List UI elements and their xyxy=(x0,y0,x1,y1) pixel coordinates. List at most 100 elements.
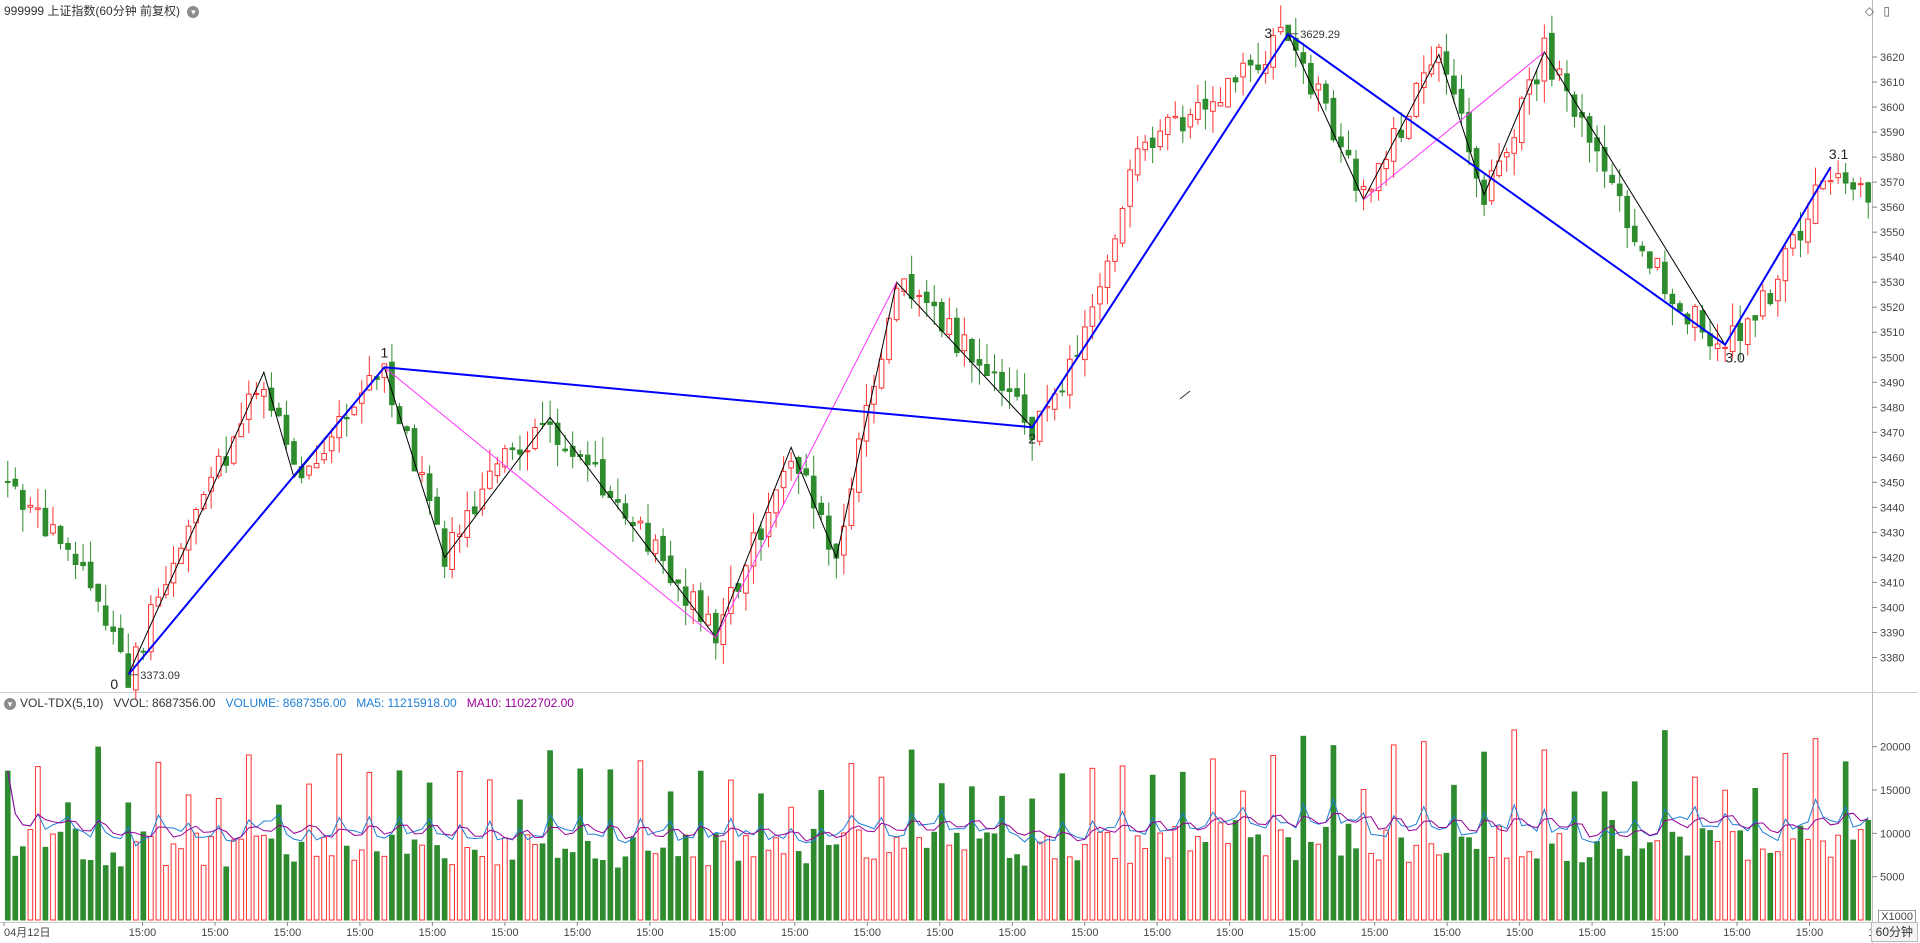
price-annotation: 3373.09 xyxy=(140,670,180,682)
candle-body xyxy=(464,510,471,538)
candle-body xyxy=(434,496,440,525)
volume-bar xyxy=(1157,832,1164,921)
volume-bar xyxy=(1368,852,1374,921)
drawing-mark xyxy=(1179,390,1191,400)
volume-bar xyxy=(1481,751,1487,921)
y-tick-label: 3480 xyxy=(1880,402,1904,414)
volume-bar xyxy=(396,770,403,921)
volume-bar xyxy=(57,831,64,921)
y-tick-label: 3470 xyxy=(1880,427,1904,439)
volume-bar xyxy=(1624,855,1631,921)
volume-bar xyxy=(1857,829,1864,921)
volume-bar xyxy=(1247,837,1254,921)
candle-body xyxy=(1277,26,1284,33)
y-tick-label: 3610 xyxy=(1880,77,1904,89)
volume-bar xyxy=(1775,851,1781,921)
volume-bar xyxy=(1097,831,1103,921)
volume-bar xyxy=(630,837,636,921)
volume-bar xyxy=(351,859,358,921)
candle-body xyxy=(1187,114,1194,128)
candle-body xyxy=(1405,115,1412,139)
chevron-down-icon[interactable]: ▾ xyxy=(4,697,16,710)
volume-bar xyxy=(1797,825,1804,921)
wave-label: 3.0 xyxy=(1725,350,1745,366)
volume-bar xyxy=(1586,857,1593,921)
candle-body xyxy=(140,650,147,653)
wave-line-magenta xyxy=(1363,51,1545,201)
volume-bar xyxy=(1526,851,1533,921)
volume-bar xyxy=(622,856,629,921)
candle-body xyxy=(110,626,117,632)
candle-body xyxy=(509,447,516,451)
candle-body xyxy=(1021,394,1028,423)
volume-bar xyxy=(1609,819,1615,921)
y-tick-label: 3390 xyxy=(1880,627,1904,639)
volume-bar xyxy=(1119,765,1126,921)
volume-bar xyxy=(825,845,832,921)
volume-bar xyxy=(1082,844,1088,921)
candle-body xyxy=(863,404,870,442)
chevron-down-icon[interactable]: ▾ xyxy=(187,5,200,18)
volume-bar xyxy=(328,855,335,921)
candle-body xyxy=(351,406,358,416)
volume-bar xyxy=(1707,830,1713,921)
volume-bar xyxy=(1338,855,1344,921)
period-button[interactable]: 60分钟 xyxy=(1870,922,1918,942)
volume-bar xyxy=(163,865,169,921)
volume-bar xyxy=(298,841,305,921)
volume-bar xyxy=(80,859,86,921)
candle-body xyxy=(1360,185,1367,191)
diamond-icon[interactable]: ◇ xyxy=(1864,4,1875,18)
candle-body xyxy=(712,612,719,644)
y-tick-label: 3600 xyxy=(1880,102,1904,114)
x-tick-label: 15:00 xyxy=(1796,927,1824,939)
volume-bar xyxy=(185,794,192,921)
panel-toggle-icon[interactable]: ▯ xyxy=(1883,4,1890,18)
candle-body xyxy=(773,489,779,514)
candle-body xyxy=(1812,184,1819,224)
x-tick-label: 15:00 xyxy=(998,927,1026,939)
candle-body xyxy=(306,465,312,476)
candle-body xyxy=(328,436,335,452)
candle-body xyxy=(1300,52,1307,64)
x-tick-label: 15:00 xyxy=(709,927,737,939)
candle-body xyxy=(1805,218,1811,243)
candle-body xyxy=(1571,94,1578,117)
volume-bar xyxy=(946,844,953,921)
volume-bar xyxy=(1360,789,1367,921)
volume-indicator-name[interactable]: VOL-TDX(5,10) xyxy=(20,696,104,710)
volume-bar xyxy=(261,834,267,921)
x-tick-label: 04月12日 xyxy=(4,927,50,939)
candle-body xyxy=(1631,225,1638,243)
candle-body xyxy=(923,291,930,304)
volume-bar xyxy=(502,837,508,921)
candle-body xyxy=(1383,159,1390,170)
volume-bar xyxy=(682,834,689,921)
top-right-tools: ◇ ▯ xyxy=(1859,2,1890,20)
candle-body xyxy=(547,421,553,425)
candle-body xyxy=(291,441,297,465)
candle-body xyxy=(486,470,493,489)
wave-line-black xyxy=(1287,34,1726,346)
candle-body xyxy=(1827,180,1834,183)
candle-body xyxy=(1767,293,1774,305)
candle-body xyxy=(615,498,621,503)
candle-body xyxy=(12,478,19,487)
candle-body xyxy=(946,318,953,335)
candle-body xyxy=(65,542,71,550)
volume-bar xyxy=(562,848,568,921)
candle-body xyxy=(697,590,704,622)
candle-body xyxy=(1865,182,1872,203)
candle-body xyxy=(517,449,523,455)
volume-bar xyxy=(1571,791,1578,921)
volume-bar xyxy=(810,828,817,921)
candle-body xyxy=(1112,238,1118,262)
volume-bar xyxy=(901,847,907,921)
candle-body xyxy=(1270,35,1277,68)
x-tick-label: 15:00 xyxy=(1143,927,1171,939)
volume-bar xyxy=(1187,850,1194,921)
volume-bar xyxy=(50,833,56,921)
candle-body xyxy=(720,614,727,645)
volume-bar xyxy=(1842,761,1849,921)
